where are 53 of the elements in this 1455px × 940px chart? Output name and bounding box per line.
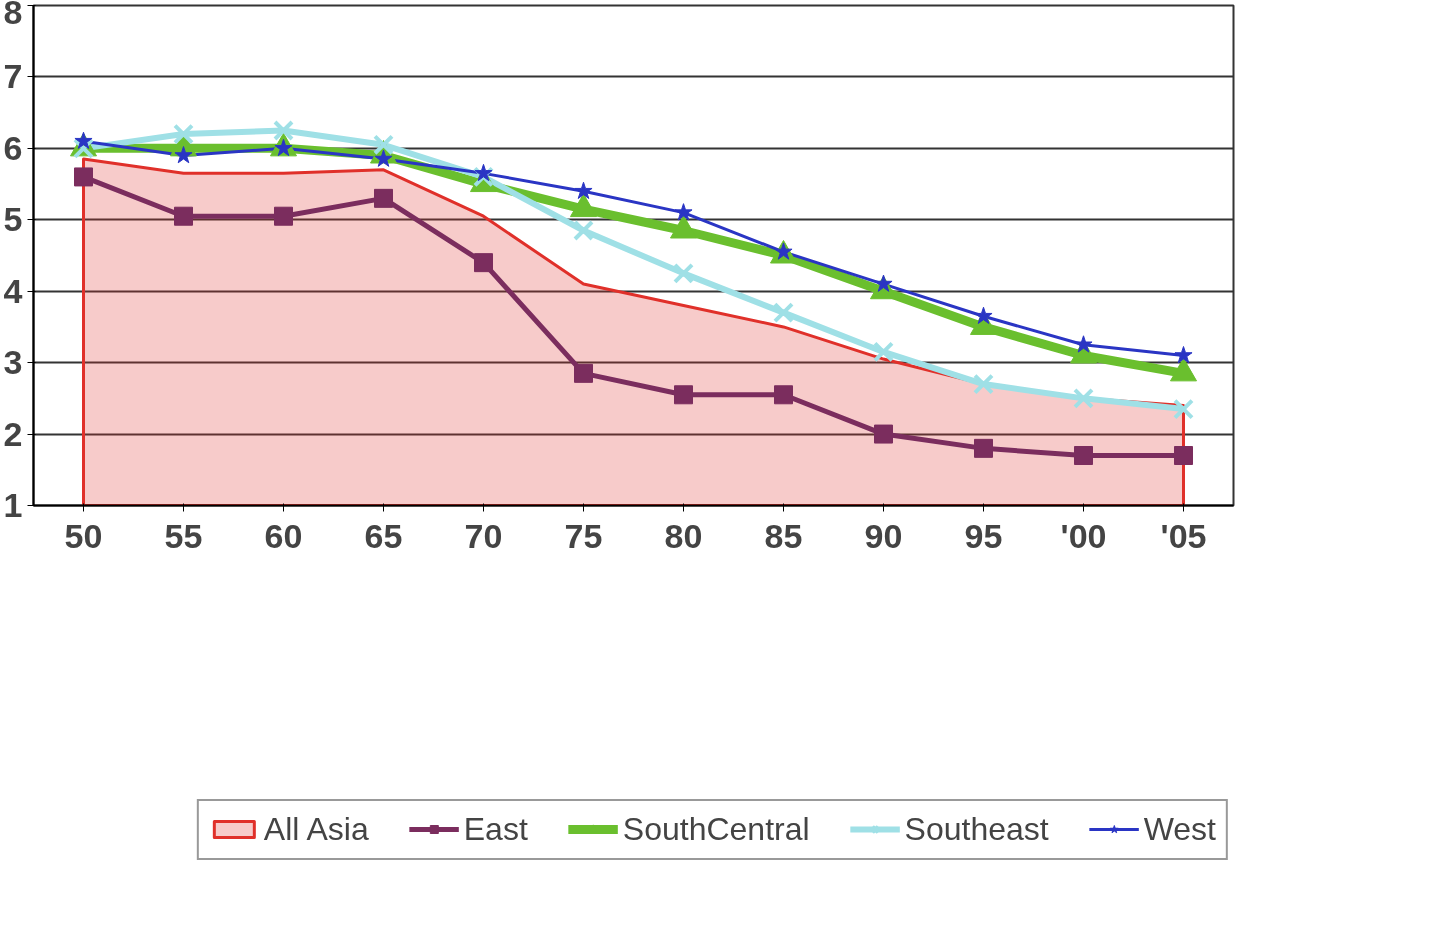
point (1073, 387, 1094, 409)
legend-label: All Asia (263, 810, 369, 848)
point (173, 123, 194, 145)
y-tick-label: 6 (3, 128, 23, 167)
x-tick-label: '00 (1060, 516, 1107, 555)
point (474, 253, 493, 273)
point (1173, 398, 1194, 420)
point (174, 206, 193, 226)
x-tick-label: '05 (1160, 516, 1207, 555)
point (974, 306, 993, 324)
point (1174, 446, 1193, 465)
point (1174, 346, 1193, 364)
y-tick-label: 2 (3, 414, 23, 453)
x-tick-label: 60 (264, 516, 303, 555)
point (273, 120, 294, 141)
x-tick-label: 65 (364, 516, 403, 555)
point (374, 188, 393, 208)
x-tick-label: 85 (764, 516, 803, 555)
x-tick-label: 55 (164, 516, 203, 555)
point (674, 203, 693, 221)
x-tick-label: 70 (464, 516, 503, 555)
point (1074, 335, 1093, 353)
point (574, 363, 593, 383)
point (974, 438, 993, 458)
point (774, 385, 793, 405)
point (74, 167, 93, 187)
point (573, 220, 594, 241)
y-tick-label: 4 (3, 271, 23, 310)
y-tick-label: 7 (3, 57, 23, 96)
point (674, 385, 693, 405)
point (574, 181, 593, 199)
legend-label: Southeast (904, 810, 1049, 848)
x-tick-label: 80 (664, 516, 703, 555)
x-tick-label: 75 (564, 516, 603, 555)
point (474, 163, 493, 182)
x-tick-label: 50 (64, 516, 103, 555)
y-tick-label: 5 (3, 200, 23, 239)
legend-label: SouthCentral (622, 810, 810, 848)
point (673, 262, 694, 284)
point (473, 166, 494, 188)
point (1074, 446, 1093, 465)
y-tick-label: 1 (3, 486, 23, 524)
x-tick-label: 90 (864, 516, 903, 555)
point (873, 341, 894, 363)
point (973, 373, 994, 395)
point (274, 206, 293, 226)
x-tick-label: 95 (964, 516, 1003, 555)
point (874, 424, 893, 444)
y-tick-label: 3 (3, 343, 23, 382)
y-tick-label: 8 (3, 0, 23, 31)
point (773, 302, 794, 324)
legend-label: East (463, 810, 528, 848)
legend-label: West (1143, 810, 1216, 848)
